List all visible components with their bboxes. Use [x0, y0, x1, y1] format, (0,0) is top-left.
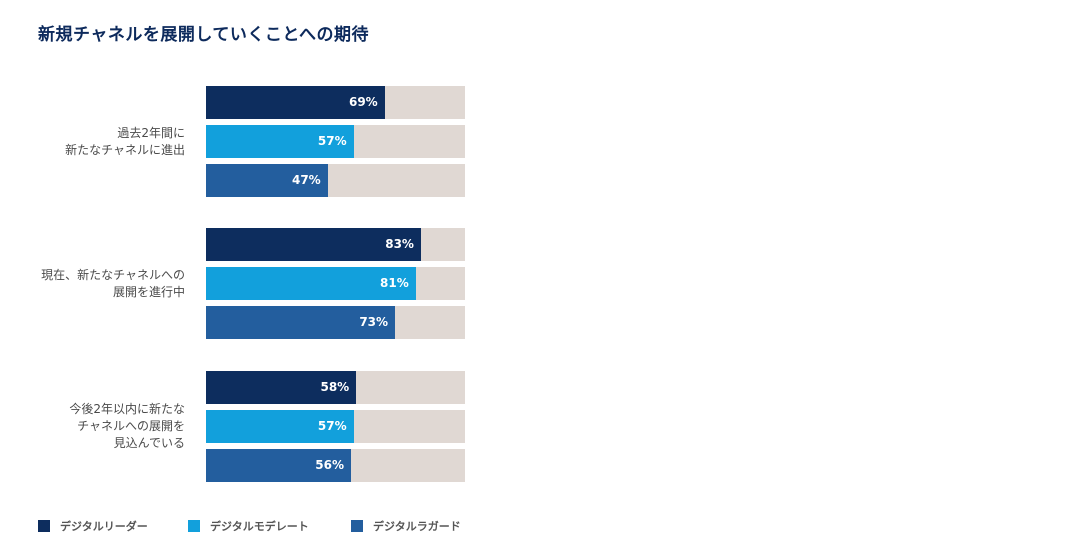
bar: 57%: [206, 410, 354, 443]
legend-swatch: [38, 520, 50, 532]
category-label: 過去2年間に 新たなチャネルに進出: [65, 125, 185, 157]
bar-value-label: 73%: [359, 315, 389, 329]
bar-track: 73%: [206, 306, 465, 339]
bar-track: 58%: [206, 371, 465, 404]
bar-value-label: 57%: [317, 134, 347, 148]
bar: 57%: [206, 125, 354, 158]
bar-track: 57%: [206, 125, 465, 158]
chart-title: 新規チャネルを展開していくことへの期待: [38, 25, 369, 45]
bar-value-label: 81%: [380, 276, 409, 290]
bar-value-label: 57%: [317, 419, 347, 433]
bar-value-label: 47%: [291, 173, 321, 187]
bar: 47%: [206, 164, 328, 197]
bar: 56%: [206, 449, 352, 482]
legend-swatch: [351, 520, 363, 532]
bar: 73%: [206, 306, 396, 339]
legend-item: デジタルモデレート: [188, 518, 309, 534]
bar-track: 47%: [206, 164, 465, 197]
legend-swatch: [188, 520, 200, 532]
bar-track: 56%: [206, 449, 465, 482]
bar: 69%: [206, 86, 385, 119]
bar: 83%: [206, 228, 421, 261]
bar-track: 81%: [206, 267, 465, 300]
bar-value-label: 83%: [385, 237, 414, 251]
bar-value-label: 58%: [320, 380, 350, 394]
legend: デジタルリーダー デジタルモデレート デジタルラガード: [38, 518, 498, 534]
bar-value-label: 56%: [315, 458, 345, 472]
category-label: 今後2年以内に新たな チャネルへの展開を 見込んでいる: [69, 402, 185, 450]
bar: 58%: [206, 371, 357, 404]
bar-track: 69%: [206, 86, 465, 119]
legend-label: デジタルリーダー: [60, 520, 148, 533]
legend-item: デジタルラガード: [351, 518, 461, 534]
legend-label: デジタルラガード: [373, 520, 461, 533]
category-label: 現在、新たなチャネルへの 展開を進行中: [41, 267, 185, 299]
bar-track: 57%: [206, 410, 465, 443]
bar: 81%: [206, 267, 416, 300]
bar-track: 83%: [206, 228, 465, 261]
legend-item: デジタルリーダー: [38, 518, 148, 534]
legend-label: デジタルモデレート: [210, 520, 309, 533]
bar-value-label: 69%: [348, 95, 378, 109]
